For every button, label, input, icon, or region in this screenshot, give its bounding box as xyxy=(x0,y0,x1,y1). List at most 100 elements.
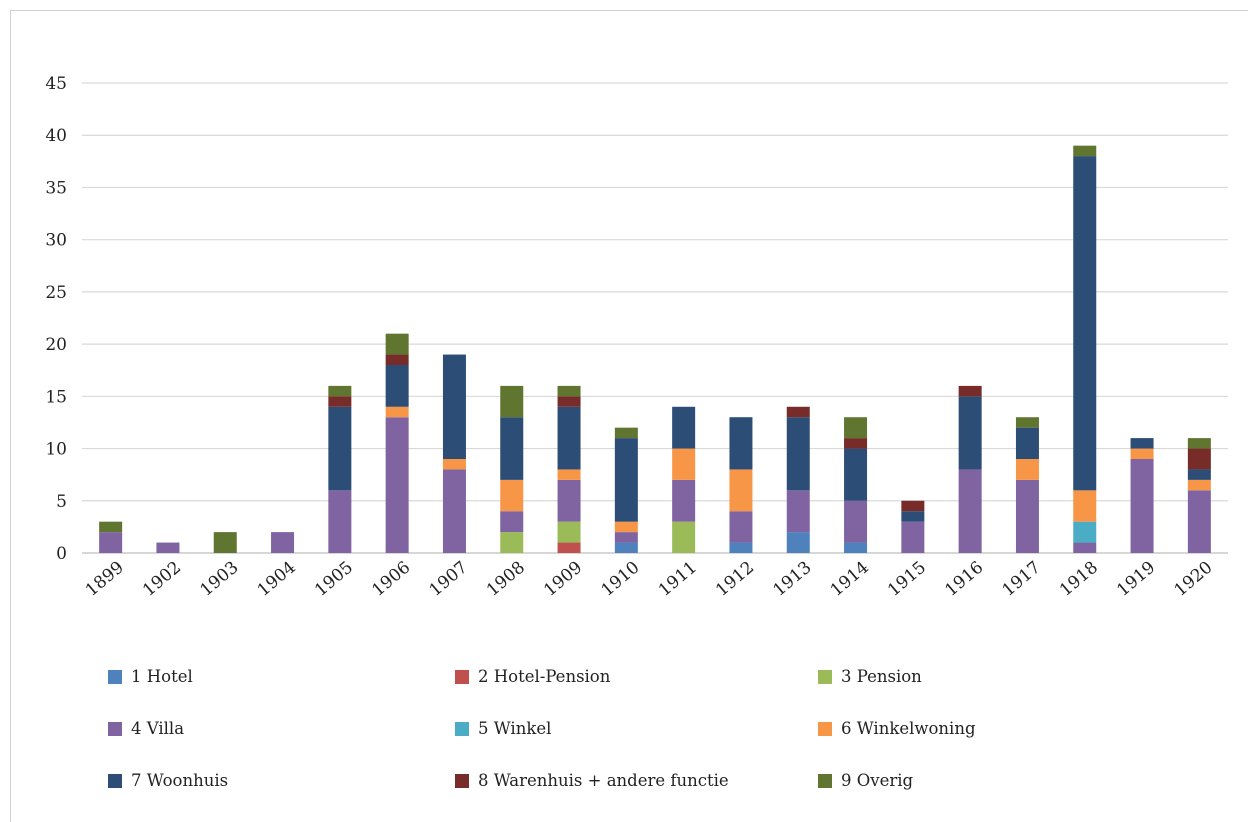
bar-segment-1907-7 xyxy=(442,354,466,459)
bar-segment-1918-9 xyxy=(1073,145,1097,157)
y-tick-label: 20 xyxy=(45,335,67,355)
x-tick-label: 1915 xyxy=(884,558,930,601)
bar-segment-1908-7 xyxy=(500,417,524,480)
bar-segment-1908-4 xyxy=(500,511,524,533)
bar-segment-1910-4 xyxy=(614,532,638,543)
bar-segment-1910-9 xyxy=(614,427,638,439)
bar-segment-1909-6 xyxy=(557,469,581,480)
bar-segment-1905-4 xyxy=(328,490,352,553)
y-tick-label: 30 xyxy=(45,231,67,251)
bar-segment-1907-6 xyxy=(442,459,466,470)
bar-segment-1909-4 xyxy=(557,479,581,522)
bar-segment-1909-7 xyxy=(557,406,581,470)
y-axis-tick-labels: 0 5 10 15 20 25 30 35 40 45 xyxy=(45,74,67,564)
bar-segment-1916-4 xyxy=(958,469,982,553)
bar-segment-1906-4 xyxy=(385,417,409,553)
y-tick-label: 45 xyxy=(45,74,67,94)
bar-segment-1910-6 xyxy=(614,521,638,533)
bar-segment-1914-9 xyxy=(844,417,868,439)
bar-segment-1913-4 xyxy=(786,490,810,533)
bar-segment-1920-8 xyxy=(1187,448,1211,470)
bar-segment-1909-9 xyxy=(557,385,581,397)
x-tick-label: 1920 xyxy=(1171,558,1217,601)
bar-segment-1920-9 xyxy=(1187,438,1211,449)
bar-segment-1902-4 xyxy=(156,542,180,553)
x-tick-label: 1910 xyxy=(598,558,644,601)
bar-segment-1906-6 xyxy=(385,406,409,418)
bar-segment-1920-4 xyxy=(1187,490,1211,553)
bar-segment-1914-4 xyxy=(844,500,868,543)
x-tick-label: 1916 xyxy=(941,558,987,601)
bar-segment-1917-9 xyxy=(1015,417,1039,428)
y-tick-label: 5 xyxy=(56,492,67,512)
bar-segment-1911-4 xyxy=(672,479,696,522)
bar-segment-1911-7 xyxy=(672,406,696,449)
y-tick-label: 10 xyxy=(45,440,67,460)
bar-segment-1905-7 xyxy=(328,406,352,491)
bar-segment-1914-1 xyxy=(844,542,868,553)
bar-segment-1908-6 xyxy=(500,479,524,512)
y-tick-label: 40 xyxy=(45,126,67,146)
x-tick-label: 1908 xyxy=(483,558,529,601)
bar-segment-1905-8 xyxy=(328,396,352,407)
bar-segment-1918-4 xyxy=(1073,542,1097,553)
bar-segment-1918-6 xyxy=(1073,490,1097,522)
x-tick-label: 1914 xyxy=(827,558,873,601)
bar-segment-1919-4 xyxy=(1130,459,1154,553)
bar-segment-1912-4 xyxy=(729,511,753,543)
bar-segment-1906-7 xyxy=(385,365,409,407)
bar-segment-1903-9 xyxy=(213,532,237,553)
x-tick-label: 1904 xyxy=(254,558,300,601)
bar-segment-1907-4 xyxy=(442,469,466,553)
bar-segment-1912-1 xyxy=(729,542,753,553)
bar-segment-1910-7 xyxy=(614,438,638,522)
x-tick-label: 1917 xyxy=(999,558,1045,601)
gridlines xyxy=(82,82,1228,554)
bar-segment-1917-7 xyxy=(1015,427,1039,459)
bar-segment-1917-4 xyxy=(1015,479,1039,553)
x-tick-label: 1912 xyxy=(712,558,758,601)
bar-segment-1917-6 xyxy=(1015,459,1039,480)
bar-segment-1913-8 xyxy=(786,406,810,418)
x-tick-label: 1905 xyxy=(311,558,357,601)
bar-segment-1915-7 xyxy=(901,511,925,522)
bars xyxy=(99,145,1211,553)
x-tick-label: 1911 xyxy=(655,558,701,601)
bar-segment-1909-2 xyxy=(557,542,581,553)
bar-segment-1908-9 xyxy=(500,385,524,418)
bar-segment-1918-7 xyxy=(1073,156,1097,491)
bar-segment-1911-6 xyxy=(672,448,696,480)
bar-segment-1915-8 xyxy=(901,500,925,512)
bar-segment-1912-7 xyxy=(729,417,753,470)
x-tick-label: 1919 xyxy=(1113,558,1159,601)
bar-segment-1906-8 xyxy=(385,354,409,365)
x-axis-tick-labels: 1899 1902 1903 1904 1905 1906 1907 1908 1909 1910… xyxy=(82,558,1217,601)
bar-segment-1904-4 xyxy=(271,532,295,553)
bar-segment-1909-8 xyxy=(557,396,581,407)
bar-segment-1914-8 xyxy=(844,438,868,449)
bar-segment-1919-6 xyxy=(1130,448,1154,459)
bar-segment-1915-4 xyxy=(901,521,925,553)
x-tick-label: 1909 xyxy=(540,558,586,601)
bar-segment-1910-1 xyxy=(614,542,638,553)
bar-segment-1909-3 xyxy=(557,521,581,543)
x-tick-label: 1907 xyxy=(426,558,472,601)
bar-segment-1920-6 xyxy=(1187,479,1211,491)
y-tick-label: 0 xyxy=(56,544,67,564)
bar-segment-1899-4 xyxy=(99,532,123,553)
bar-segment-1899-9 xyxy=(99,521,123,533)
bar-segment-1911-3 xyxy=(672,521,696,553)
bar-segment-1906-9 xyxy=(385,333,409,355)
bar-segment-1914-7 xyxy=(844,448,868,501)
bar-segment-1916-7 xyxy=(958,396,982,470)
x-tick-label: 1918 xyxy=(1056,558,1102,601)
bar-segment-1919-7 xyxy=(1130,438,1154,449)
bar-segment-1912-6 xyxy=(729,469,753,512)
bar-segment-1920-7 xyxy=(1187,469,1211,480)
bar-segment-1913-1 xyxy=(786,532,810,553)
bar-segment-1916-8 xyxy=(958,385,982,397)
x-tick-label: 1906 xyxy=(368,558,414,601)
x-tick-label: 1913 xyxy=(769,558,815,601)
x-tick-label: 1899 xyxy=(82,558,128,601)
